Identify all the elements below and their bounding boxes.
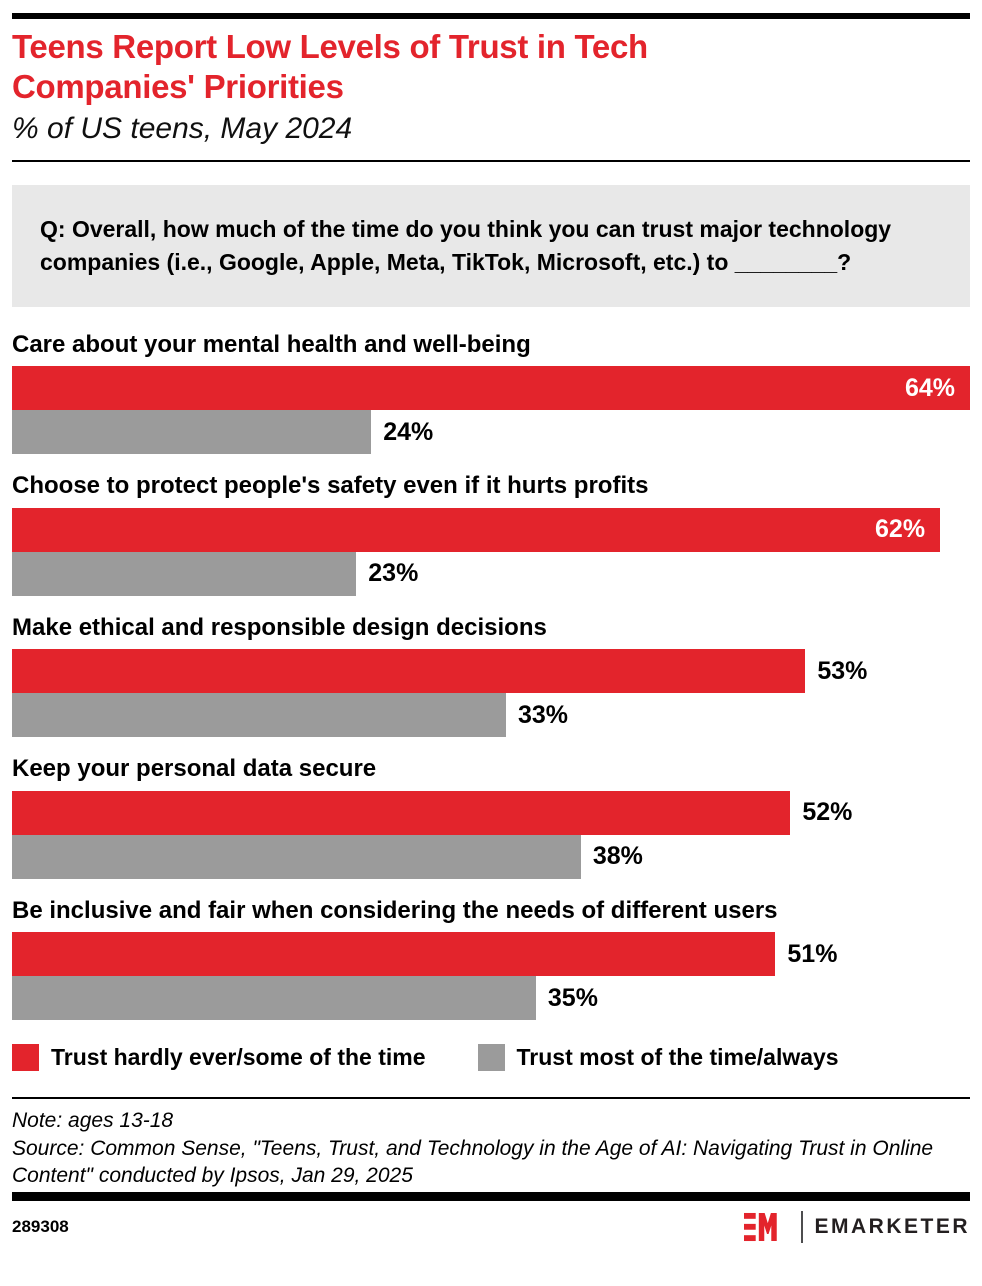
top-rule — [12, 13, 970, 19]
emarketer-logo: EMARKETER — [744, 1210, 970, 1244]
bar-red-value: 64% — [904, 373, 955, 402]
footnotes: Note: ages 13-18 Source: Common Sense, "… — [12, 1107, 970, 1189]
bar-red: 64% — [12, 366, 970, 411]
bar-group: Keep your personal data secure 52% 38% — [12, 755, 970, 879]
bar-red — [12, 649, 806, 694]
em-monogram-icon — [744, 1213, 778, 1242]
bar-red: 62% — [12, 507, 941, 552]
bar-gray — [12, 410, 372, 455]
chart-subtitle: % of US teens, May 2024 — [12, 112, 353, 146]
bar-row-secondary: 33% — [12, 693, 970, 738]
legend-item-trust-high: Trust most of the time/always — [477, 1044, 839, 1072]
bar-gray-value: 24% — [383, 417, 434, 446]
chart-title: Teens Report Low Levels of Trust in Tech… — [12, 28, 648, 105]
bar-red-value-out: 53% — [817, 656, 868, 685]
bar-group: Make ethical and responsible design deci… — [12, 614, 970, 738]
category-label: Care about your mental health and well-b… — [12, 330, 531, 358]
bar-gray — [12, 551, 357, 596]
bar-red-value-out: 52% — [802, 798, 853, 827]
footer-rule — [12, 1192, 970, 1202]
legend-label-trust-low: Trust hardly ever/some of the time — [51, 1044, 426, 1071]
bar-group: Be inclusive and fair when considering t… — [12, 897, 970, 1021]
bar-row-secondary: 38% — [12, 834, 970, 879]
bar-red-value: 62% — [875, 515, 926, 544]
bar-row-secondary: 24% — [12, 410, 970, 455]
bar-row-secondary: 35% — [12, 976, 970, 1021]
bar-row-primary: 62% — [12, 507, 970, 552]
emarketer-wordmark: EMARKETER — [814, 1215, 970, 1239]
legend-swatch-red-icon — [12, 1044, 39, 1072]
legend-item-trust-low: Trust hardly ever/some of the time — [12, 1044, 426, 1072]
bar-gray-value: 35% — [547, 983, 598, 1012]
footer: 289308 EMARKETER — [12, 1210, 970, 1244]
category-label: Be inclusive and fair when considering t… — [12, 896, 778, 924]
bar-group: Care about your mental health and well-b… — [12, 331, 970, 455]
bar-red — [12, 790, 791, 835]
logo-divider — [801, 1211, 804, 1244]
legend-label-trust-high: Trust most of the time/always — [516, 1044, 839, 1071]
bar-row-primary: 51% — [12, 932, 970, 977]
category-label: Choose to protect people's safety even i… — [12, 472, 649, 500]
bar-gray-value: 33% — [517, 700, 569, 729]
source-text: Source: Common Sense, "Teens, Trust, and… — [12, 1136, 934, 1188]
question-box: Q: Overall, how much of the time do you … — [12, 185, 970, 307]
bar-row-secondary: 23% — [12, 551, 970, 596]
bar-group: Choose to protect people's safety even i… — [12, 472, 970, 596]
legend: Trust hardly ever/some of the time Trust… — [12, 1044, 970, 1072]
bar-red-value-out: 51% — [787, 939, 838, 968]
category-label: Make ethical and responsible design deci… — [12, 613, 547, 641]
bar-gray — [12, 834, 581, 879]
bar-red — [12, 932, 776, 977]
note-text: Note: ages 13-18 — [12, 1109, 174, 1133]
bar-row-primary: 64% — [12, 366, 970, 411]
bar-groups: Care about your mental health and well-b… — [12, 331, 970, 1021]
legend-swatch-gray-icon — [477, 1044, 505, 1072]
bar-gray-value: 23% — [368, 559, 419, 588]
chart-id: 289308 — [12, 1217, 69, 1237]
bar-row-primary: 52% — [12, 790, 970, 835]
bar-gray — [12, 976, 536, 1021]
footnote-divider — [12, 1097, 970, 1100]
bar-gray — [12, 693, 506, 738]
bar-row-primary: 53% — [12, 649, 970, 694]
category-label: Keep your personal data secure — [12, 755, 377, 783]
bar-gray-value: 38% — [592, 842, 643, 871]
header-divider — [12, 160, 970, 163]
